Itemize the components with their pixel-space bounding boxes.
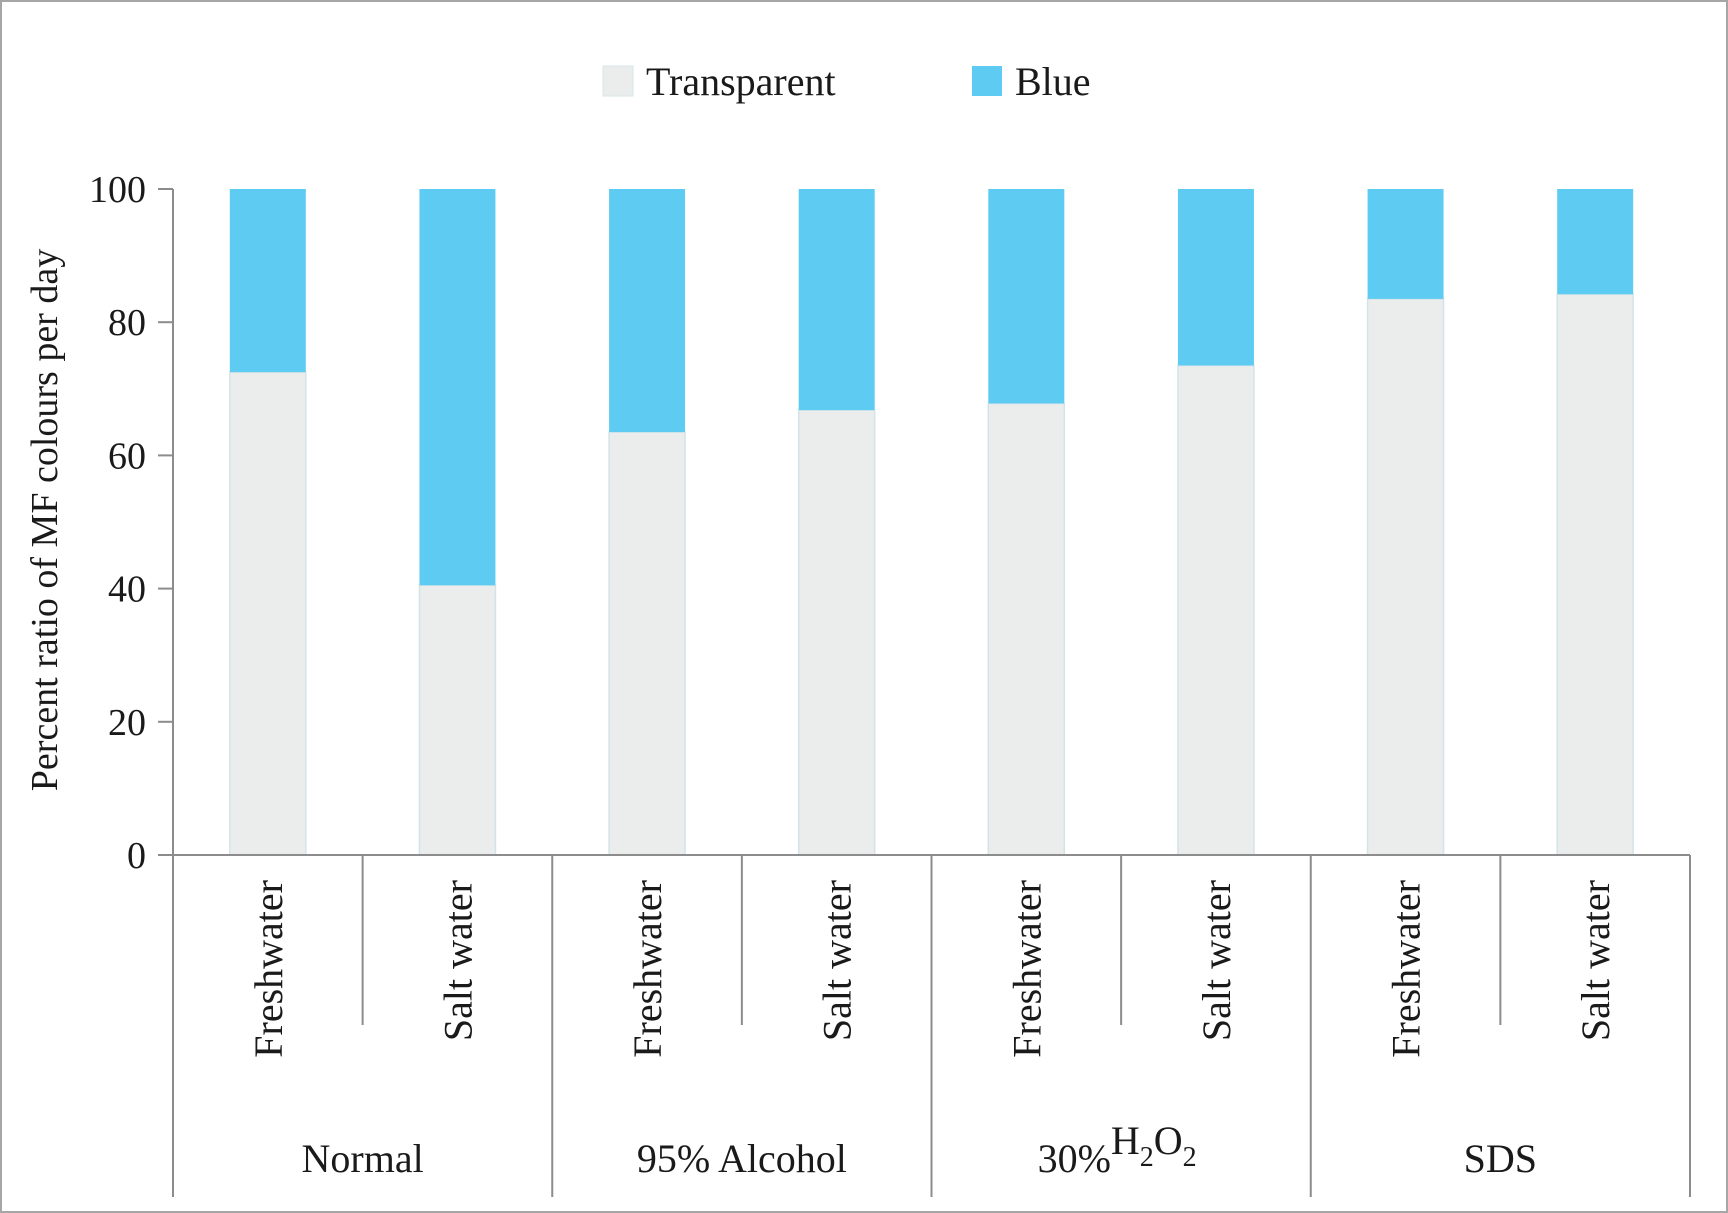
bar-transparent-6 xyxy=(1366,298,1445,856)
group-label: 30%H2O2 xyxy=(1038,1118,1197,1181)
x-category-label: Freshwater xyxy=(625,880,670,1058)
formula-sub2: 2 xyxy=(1183,1142,1197,1173)
bars xyxy=(229,189,1634,856)
x-category-label: Salt water xyxy=(1194,880,1239,1041)
x-category-label: Freshwater xyxy=(1384,880,1429,1058)
y-tick-label: 80 xyxy=(108,302,146,344)
bar-transparent-2 xyxy=(608,431,686,856)
formula-o: O xyxy=(1154,1118,1183,1163)
legend-swatch-blue xyxy=(972,66,1002,96)
formula-h: H xyxy=(1111,1118,1140,1163)
group-label: Normal xyxy=(302,1136,424,1181)
x-category-label: Freshwater xyxy=(1004,880,1049,1058)
legend: Transparent Blue xyxy=(602,59,1091,104)
bar-blue-6 xyxy=(1367,189,1444,299)
bar-blue-0 xyxy=(229,189,306,373)
x-category-label: Salt water xyxy=(435,880,480,1041)
legend-swatch-transparent xyxy=(602,65,634,97)
x-category-label: Salt water xyxy=(815,880,860,1041)
group-label: 95% Alcohol xyxy=(637,1136,847,1181)
legend-item-transparent: Transparent xyxy=(602,59,836,104)
bar-blue-7 xyxy=(1557,189,1634,295)
bar-blue-2 xyxy=(609,189,686,433)
bar-transparent-3 xyxy=(797,409,876,856)
y-tick-label: 100 xyxy=(89,169,146,211)
legend-item-blue: Blue xyxy=(972,59,1091,104)
y-tick-label: 60 xyxy=(108,435,146,477)
y-tick-label: 20 xyxy=(108,702,146,744)
x-axis: Freshwater Salt water Freshwater Salt water… xyxy=(158,854,1691,1197)
legend-label-blue: Blue xyxy=(1015,59,1091,104)
y-axis-label: Percent ratio of MF colours per day xyxy=(24,249,66,791)
bar-blue-3 xyxy=(798,189,875,411)
bar-blue-4 xyxy=(988,189,1065,404)
bar-transparent-4 xyxy=(987,402,1066,856)
bar-blue-5 xyxy=(1177,189,1254,366)
x-category-label: Salt water xyxy=(1573,880,1618,1041)
y-axis: 0 20 40 60 80 100 xyxy=(89,169,174,877)
x-category-label: Freshwater xyxy=(246,880,291,1058)
group-label: SDS xyxy=(1464,1136,1537,1181)
bar-transparent-0 xyxy=(229,371,307,856)
group-label-prefix: 30% xyxy=(1038,1136,1111,1181)
bar-transparent-7 xyxy=(1556,293,1634,856)
bar-transparent-1 xyxy=(418,584,497,856)
legend-label-transparent: Transparent xyxy=(646,59,836,104)
bar-blue-1 xyxy=(419,189,496,586)
y-tick-label: 40 xyxy=(108,569,146,611)
y-tick-label: 0 xyxy=(127,835,146,877)
formula-sub1: 2 xyxy=(1140,1142,1154,1173)
bar-transparent-5 xyxy=(1177,364,1255,856)
